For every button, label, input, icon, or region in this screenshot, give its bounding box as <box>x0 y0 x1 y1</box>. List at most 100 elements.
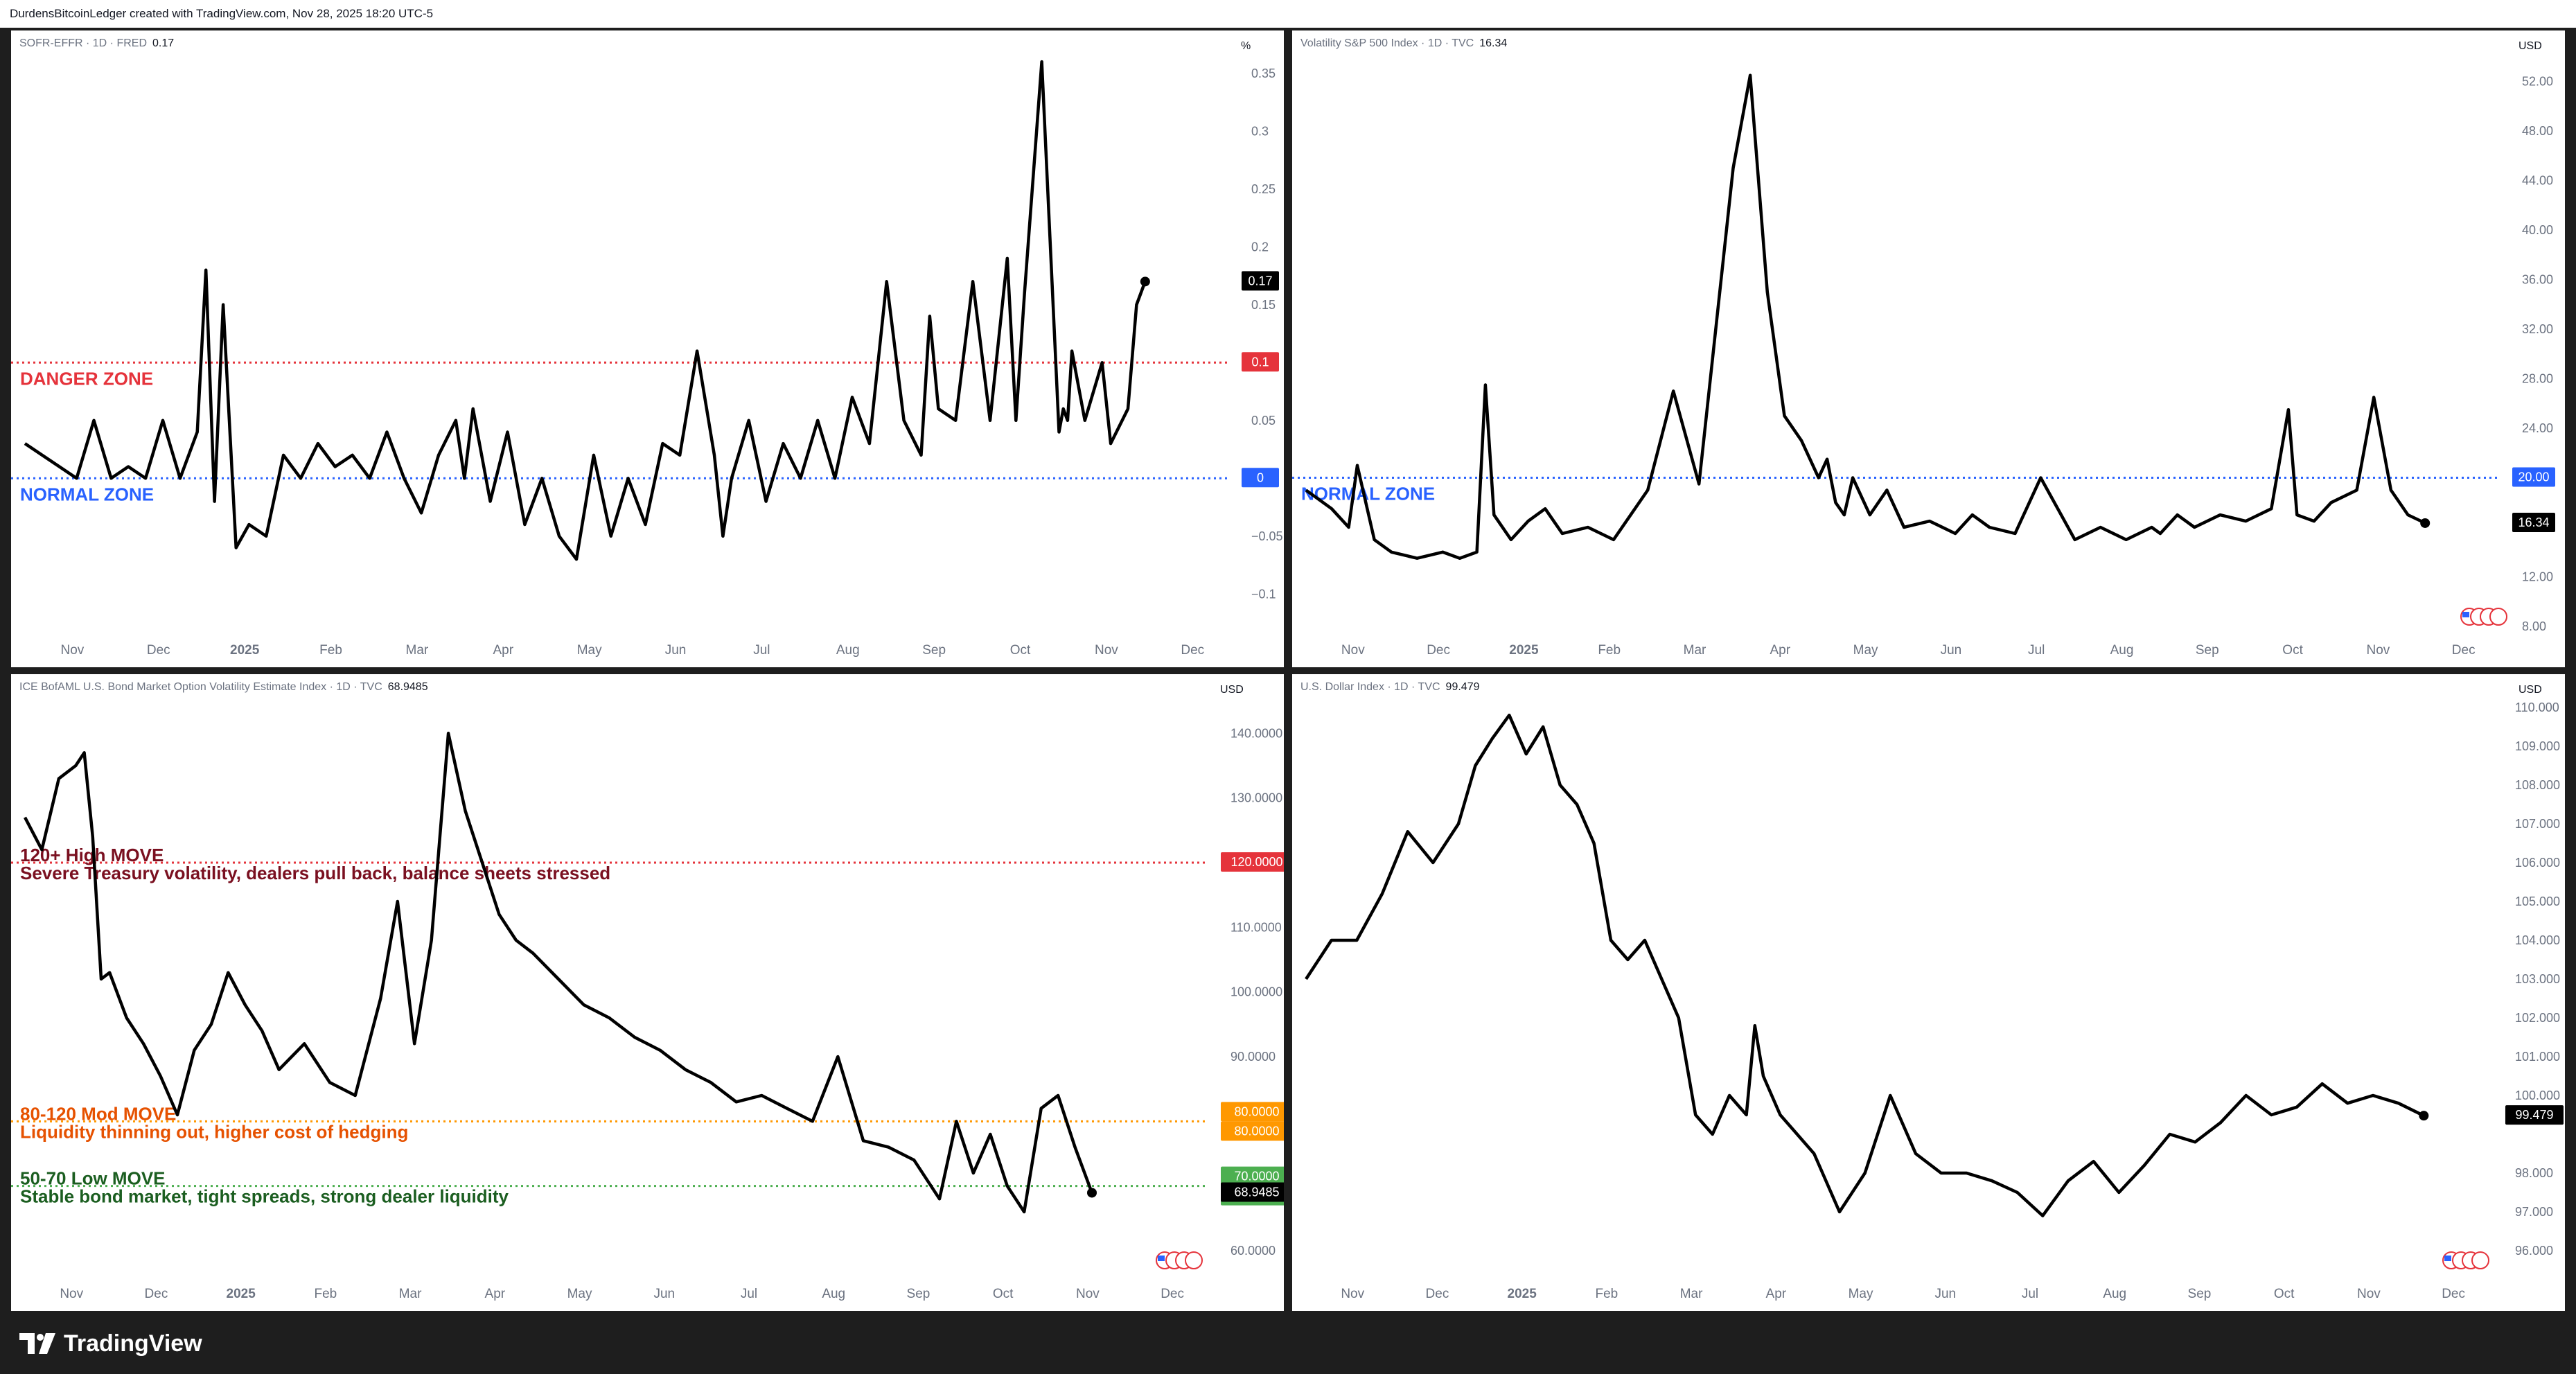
y-tick-label: 36.00 <box>2522 273 2553 287</box>
zone-label: DANGER ZONE <box>20 368 153 389</box>
legend-name: U.S. Dollar Index · 1D · TVC <box>1300 681 1440 693</box>
x-tick-label: Nov <box>2357 1287 2381 1301</box>
series-line <box>1305 713 2425 1217</box>
level-tag <box>1242 352 1279 372</box>
last-value-tag <box>2505 1105 2564 1125</box>
y-tick-label: 0.15 <box>1251 298 1276 312</box>
unit-label: USD <box>2518 684 2542 696</box>
unit-label: USD <box>2518 40 2542 52</box>
y-tick-label: 48.00 <box>2522 124 2553 138</box>
legend-name: ICE BofAML U.S. Bond Market Option Volat… <box>19 681 382 693</box>
zone-label: Liquidity thinning out, higher cost of h… <box>20 1121 408 1142</box>
y-tick-label: 0.2 <box>1251 240 1269 254</box>
x-tick-label: Jul <box>2028 643 2045 658</box>
x-tick-label: Feb <box>1596 1287 1618 1301</box>
y-tick-label: 107.000 <box>2515 817 2560 831</box>
zone-label: NORMAL ZONE <box>1301 484 1435 504</box>
y-tick-label: 24.00 <box>2522 421 2553 435</box>
x-tick-label: Oct <box>1010 643 1031 658</box>
y-tick-label: 97.000 <box>2515 1205 2553 1219</box>
last-value-label: 16.34 <box>2518 516 2549 529</box>
tradingview-logo[interactable]: TradingView <box>19 1330 202 1357</box>
level-tag <box>2512 467 2555 487</box>
y-tick-label: 96.000 <box>2515 1244 2553 1258</box>
level-tag-label: 80.0000 <box>1234 1124 1279 1138</box>
level-tag-label: 0.1 <box>1251 355 1269 369</box>
x-tick-label: Dec <box>147 643 170 658</box>
y-tick-label: 106.000 <box>2515 856 2560 870</box>
x-tick-label: Mar <box>399 1287 422 1301</box>
zone-label: Stable bond market, tight spreads, stron… <box>20 1186 509 1207</box>
last-point <box>2420 518 2431 528</box>
x-tick-label: Oct <box>993 1287 1014 1301</box>
legend-name: Volatility S&P 500 Index · 1D · TVC <box>1300 37 1474 49</box>
x-tick-label: Jun <box>1934 1287 1956 1301</box>
y-tick-label: 109.000 <box>2515 739 2560 753</box>
x-tick-label: Oct <box>2274 1287 2295 1301</box>
x-tick-label: Jun <box>653 1287 675 1301</box>
footer: TradingView <box>0 1313 2576 1374</box>
x-tick-label: Jul <box>2022 1287 2038 1301</box>
x-tick-label: Feb <box>319 643 342 658</box>
x-tick-label: May <box>567 1287 592 1301</box>
us-flag-icon[interactable] <box>2442 1251 2489 1269</box>
x-tick-label: Apr <box>485 1287 506 1301</box>
y-tick-label: 60.0000 <box>1230 1244 1276 1258</box>
x-tick-label: Nov <box>2366 643 2390 658</box>
x-tick-label: 2025 <box>1508 1287 1537 1301</box>
level-tag <box>1221 1102 1284 1122</box>
x-tick-label: Nov <box>1076 1287 1100 1301</box>
panel-dollar-index[interactable]: U.S. Dollar Index · 1D · TVC 99.479 USD 1… <box>1292 674 2565 1311</box>
panel-sofr-effr[interactable]: SOFR-EFFR · 1D · FRED 0.17 % 0.35 0.3 0.25 0… <box>11 30 1284 667</box>
last-value-label: 99.479 <box>2515 1108 2553 1122</box>
y-tick-label: 0.05 <box>1251 414 1276 428</box>
y-tick-label: 90.0000 <box>1230 1050 1276 1064</box>
x-tick-label: Dec <box>2442 1287 2465 1301</box>
y-tick-label: 12.00 <box>2522 570 2553 584</box>
legend-value: 68.9485 <box>387 681 428 693</box>
level-tag <box>1221 852 1284 872</box>
us-flag-icon[interactable] <box>1156 1251 1203 1269</box>
x-tick-label: 2025 <box>227 1287 256 1301</box>
legend-value: 0.17 <box>152 37 175 49</box>
legend-move: ICE BofAML U.S. Bond Market Option Volat… <box>19 681 428 694</box>
x-tick-label: Dec <box>145 1287 168 1301</box>
y-tick-label: 0.3 <box>1251 124 1269 138</box>
x-tick-label: 2025 <box>230 643 260 658</box>
us-flag-icon[interactable] <box>2460 608 2507 626</box>
x-tick-label: Jul <box>753 643 770 658</box>
panel-vix[interactable]: Volatility S&P 500 Index · 1D · TVC 16.34… <box>1292 30 2565 667</box>
x-tick-label: Nov <box>1341 1287 1364 1301</box>
x-tick-label: May <box>577 643 602 658</box>
level-tag <box>1221 1121 1284 1141</box>
panel-move-index[interactable]: ICE BofAML U.S. Bond Market Option Volat… <box>11 674 1284 1311</box>
x-tick-label: May <box>1853 643 1878 658</box>
y-tick-label: 103.000 <box>2515 972 2560 986</box>
y-tick-label: 0.25 <box>1251 182 1276 196</box>
zone-label: 80-120 Mod MOVE <box>20 1103 176 1124</box>
series-line <box>24 732 1094 1214</box>
level-tag-label: 70.0000 <box>1234 1170 1279 1183</box>
x-tick-label: May <box>1849 1287 1873 1301</box>
chart-dxy: 110.000 109.000 108.000 107.000 106.000 105.0… <box>1305 701 2564 1301</box>
x-tick-label: Dec <box>1181 643 1204 658</box>
zone-label: Severe Treasury volatility, dealers pull… <box>20 863 610 883</box>
header-title: DurdensBitcoinLedger created with Tradin… <box>10 7 434 20</box>
series-line <box>1305 73 2426 560</box>
x-tick-label: Aug <box>2110 643 2134 658</box>
y-tick-label: 28.00 <box>2522 372 2553 386</box>
x-tick-label: Feb <box>315 1287 337 1301</box>
x-tick-label: Oct <box>2282 643 2303 658</box>
y-tick-label: 98.000 <box>2515 1166 2553 1180</box>
y-tick-label: 110.0000 <box>1230 920 1282 934</box>
x-tick-label: Aug <box>836 643 860 658</box>
x-tick-label: Mar <box>1684 643 1706 658</box>
x-tick-label: Apr <box>1770 643 1791 658</box>
y-tick-label: 102.000 <box>2515 1011 2560 1025</box>
x-tick-label: Sep <box>2188 1287 2212 1301</box>
y-tick-label: −0.05 <box>1251 529 1283 543</box>
y-tick-label: 8.00 <box>2522 619 2546 633</box>
last-value-label: 0.17 <box>1248 274 1272 288</box>
x-tick-label: 2025 <box>1509 643 1539 658</box>
y-tick-label: 100.0000 <box>1230 985 1282 999</box>
